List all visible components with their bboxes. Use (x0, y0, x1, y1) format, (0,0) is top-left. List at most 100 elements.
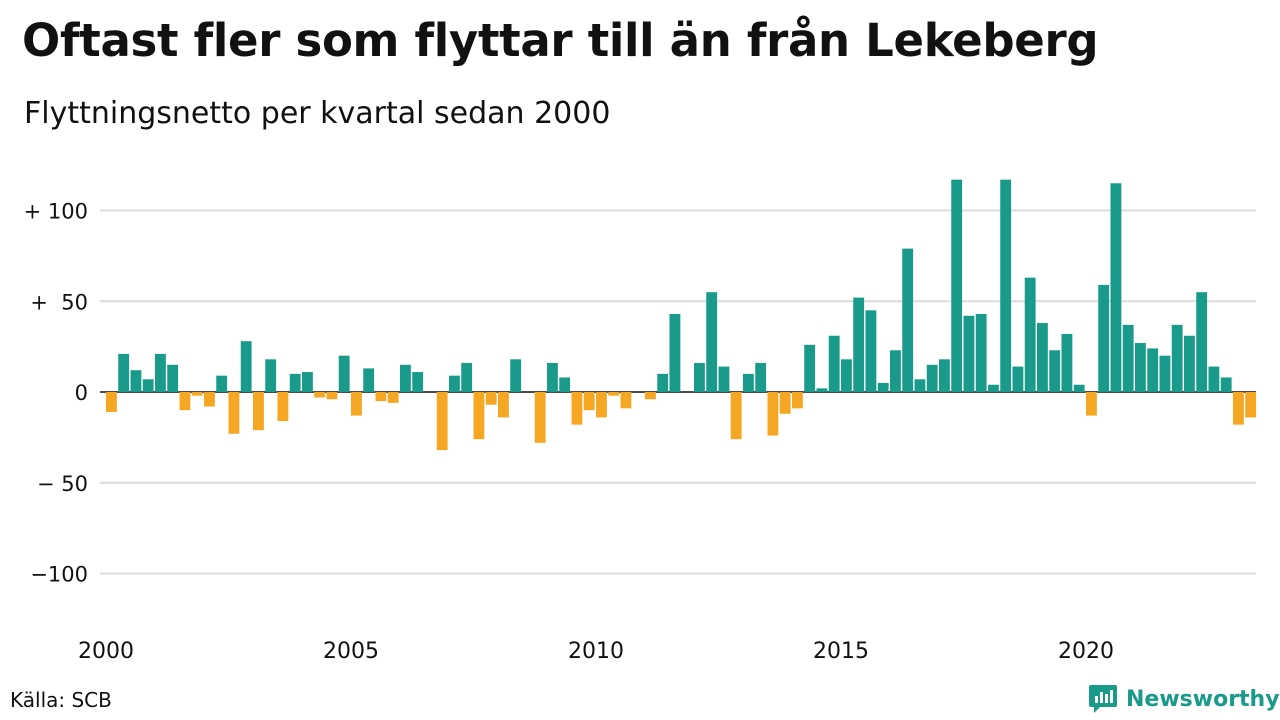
x-tick-label: 2000 (78, 639, 134, 664)
bar (216, 375, 228, 393)
bar (179, 392, 191, 411)
x-tick-label: 2015 (813, 639, 869, 664)
bar (792, 392, 803, 409)
bar (1061, 333, 1073, 392)
source-label: Källa: SCB (10, 688, 112, 712)
bar (1024, 277, 1036, 392)
bar (645, 392, 656, 400)
bar (534, 392, 546, 443)
y-tick-label: + 100 (24, 200, 88, 224)
bar (1171, 324, 1183, 393)
bar (473, 392, 485, 440)
bar (657, 373, 669, 392)
bar (890, 350, 901, 392)
bar (1098, 284, 1110, 392)
bar (951, 179, 963, 392)
newsworthy-icon (1089, 685, 1117, 713)
bar (755, 362, 767, 392)
bar (743, 373, 754, 392)
bar (1122, 324, 1134, 393)
bar (338, 355, 350, 392)
bar (1012, 366, 1024, 392)
bar (204, 392, 215, 407)
bar (498, 392, 509, 418)
bar (841, 359, 852, 392)
bar (191, 392, 203, 396)
bar (326, 392, 338, 400)
bar (865, 310, 877, 392)
y-tick-label: + 50 (30, 290, 88, 314)
bar (1049, 350, 1061, 392)
bar (351, 392, 362, 416)
bar (583, 392, 595, 411)
y-tick-label: −100 (30, 563, 88, 587)
bar (559, 377, 571, 392)
bar (314, 392, 326, 398)
bar (963, 315, 975, 392)
bar (167, 364, 179, 392)
bar (718, 366, 730, 392)
bar (1135, 343, 1146, 392)
x-tick-label: 2010 (568, 639, 624, 664)
bar (608, 392, 620, 396)
bar (988, 384, 999, 392)
brand-name: Newsworthy (1126, 686, 1280, 712)
bar (461, 362, 473, 392)
bar (877, 382, 889, 392)
bar (277, 392, 289, 422)
bar (1196, 292, 1208, 393)
bar (1233, 392, 1244, 425)
bar (939, 359, 950, 392)
bar (828, 335, 840, 393)
bar (926, 364, 938, 392)
bar (375, 392, 387, 402)
bar (706, 292, 718, 393)
bar (620, 392, 632, 409)
bar (510, 359, 522, 392)
bar (547, 362, 558, 392)
bar (436, 392, 448, 451)
bar (669, 313, 681, 392)
bar (816, 388, 828, 392)
chart-title: Oftast fler som flyttar till än från Lek… (22, 14, 1099, 67)
bar (1147, 348, 1159, 392)
bar (1073, 384, 1085, 392)
brand-logo: Newsworthy (1088, 683, 1280, 715)
bar (902, 248, 914, 392)
bar (106, 392, 117, 412)
bar (853, 297, 865, 392)
bar (730, 392, 742, 440)
bar (1184, 335, 1195, 393)
bar (118, 353, 130, 392)
bar (228, 392, 240, 434)
bar (767, 392, 779, 436)
bar (265, 359, 277, 392)
bar (1208, 366, 1220, 392)
bar (400, 364, 411, 392)
x-tick-label: 2005 (323, 639, 379, 664)
bar (1037, 323, 1048, 392)
bar (253, 392, 264, 431)
x-tick-label: 2020 (1058, 639, 1114, 664)
bar (485, 392, 497, 405)
bar (142, 379, 154, 393)
chart-subtitle: Flyttningsnetto per kvartal sedan 2000 (24, 96, 611, 131)
bar (914, 379, 926, 393)
bar (975, 313, 987, 392)
bar (694, 362, 705, 392)
bar (804, 344, 816, 392)
bar (363, 368, 375, 392)
bar (412, 372, 424, 392)
bar (289, 373, 301, 392)
bar (130, 370, 142, 392)
bar (1110, 183, 1122, 392)
bar (387, 392, 399, 403)
bar (1000, 179, 1012, 392)
bar (1245, 392, 1257, 418)
y-tick-label: 0 (75, 381, 88, 405)
bar (240, 341, 252, 392)
y-tick-label: − 50 (37, 472, 88, 496)
bar (1159, 355, 1171, 392)
bar (779, 392, 791, 414)
bar (302, 372, 313, 392)
